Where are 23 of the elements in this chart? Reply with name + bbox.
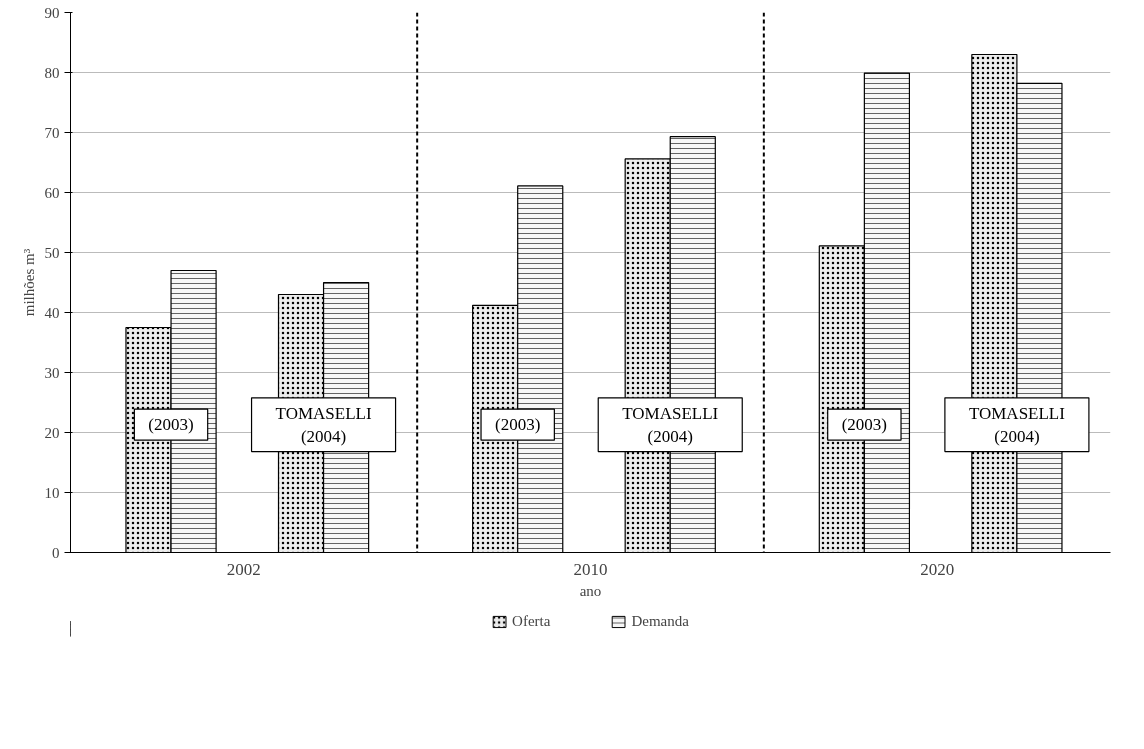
y-tick-label: 20 — [44, 424, 60, 441]
y-tick-label: 80 — [44, 64, 60, 81]
legend-label: Oferta — [512, 612, 551, 630]
annotation: (2003) — [841, 415, 888, 435]
y-tick-label: 40 — [44, 304, 60, 321]
y-tick-label: 60 — [44, 184, 60, 201]
annotation: (2003) — [148, 415, 194, 435]
y-tick-label: 50 — [44, 244, 60, 261]
y-axis-title: milhões m³ — [20, 248, 37, 317]
y-tick-label: 30 — [44, 364, 60, 381]
legend-label: Demanda — [631, 612, 689, 630]
y-tick-label: 90 — [44, 4, 60, 21]
x-tick-label: 2010 — [573, 559, 608, 579]
x-tick-label: 2002 — [226, 559, 261, 579]
annotation: TOMASELLI (2004) — [968, 403, 1066, 446]
x-axis-title: ano — [579, 582, 602, 599]
y-tick-label: 10 — [44, 484, 60, 501]
y-tick-label: 70 — [44, 124, 60, 141]
annotation: (2003) — [495, 415, 541, 435]
x-tick-label: 2020 — [920, 559, 955, 579]
y-tick-label: 0 — [52, 544, 60, 561]
annotation: TOMASELLI (2004) — [275, 403, 372, 446]
annotation: TOMASELLI (2004) — [622, 403, 719, 446]
